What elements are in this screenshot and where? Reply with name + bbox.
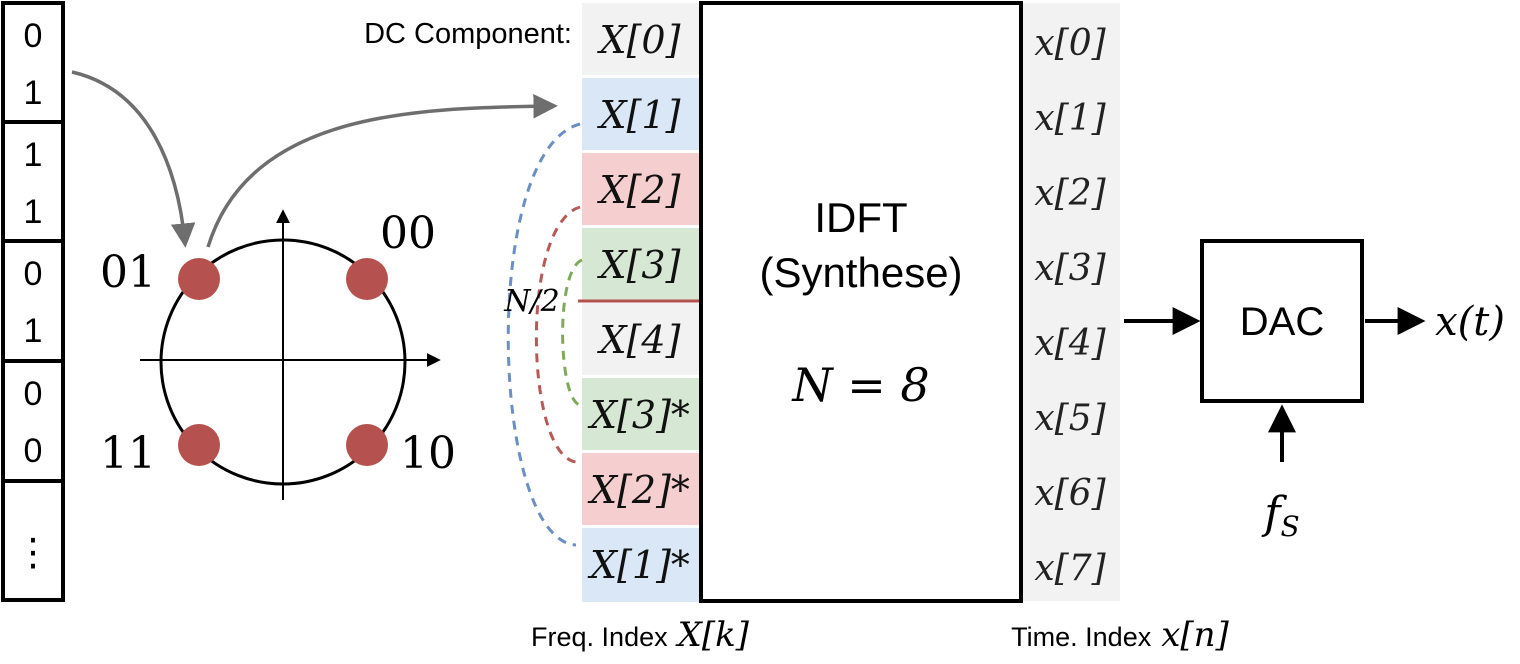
bin-label: X[2] [597,168,681,212]
point-label: 01 [100,247,156,298]
bit-digit: 1 [24,193,43,231]
constellation-point [346,424,388,466]
time-sample-column [1023,3,1120,601]
conjugate-pair-1-link [506,122,581,547]
constellation-point [178,424,220,466]
freq-bin [582,153,699,225]
point-label: 10 [400,428,456,479]
bit-digit: 1 [24,136,43,174]
time-sample-label: x[3] [1034,248,1106,289]
freq-bin [582,453,699,525]
conjugate-pair-3-link [561,258,583,407]
bit-ellipsis: ⋮ [14,532,52,574]
dac-label: DAC [1240,300,1324,344]
dc-component-label: DC Component: [364,18,572,50]
dac-stage: DAC x(t) fS [1124,239,1505,543]
idft-size-param: N = 8 [791,358,929,412]
freq-bin [582,528,699,602]
idft-subtitle: (Synthese) [759,249,962,296]
point-label: 11 [100,428,156,479]
symbol-to-bin-arrow [206,94,558,248]
sampling-rate-label: fS [1261,488,1299,543]
time-sample-label: x[7] [1034,548,1106,589]
time-sample-label: x[2] [1034,173,1106,214]
dac-box [1200,239,1364,403]
conjugate-pair-2-link [534,205,581,464]
constellation-point [346,258,388,300]
bit-digit: 1 [24,312,43,350]
qpsk-constellation: 00 01 11 10 [100,208,456,500]
bit-digit: 0 [24,432,43,470]
time-axis-caption: Time. Index x[n] [1011,615,1229,655]
freq-bin [582,228,699,300]
bit-stream: 0 1 1 1 0 1 0 0 ⋮ [1,1,65,602]
svg-text:Freq. Index X[k]: Freq. Index X[k] [531,615,750,655]
freq-bin [582,303,699,375]
bin-label: X[0] [597,18,681,62]
svg-text:Time. Index x[n]: Time. Index x[n] [1011,615,1229,655]
freq-caption-text: Freq. Index [531,622,668,652]
bin-label: X[4] [597,318,681,362]
freq-bin [582,78,699,150]
frequency-bins: X[0] X[1] X[2] X[3] X[4] X[3]* X[2]* X[1… [364,3,750,655]
idft-box [699,1,1023,603]
idft-title: IDFT [814,194,907,241]
freq-bin [582,3,699,75]
time-caption-symbol: x[n] [1161,615,1229,655]
bin-label: X[3]* [587,393,690,437]
time-sample-label: x[0] [1034,23,1106,64]
n-half-label: N/2 [503,284,559,319]
time-sample-label: x[5] [1034,398,1106,439]
analog-output-label: x(t) [1435,299,1505,345]
unit-circle [159,238,407,486]
time-sample-label: x[4] [1034,323,1106,364]
freq-axis-caption: Freq. Index X[k] [531,615,750,655]
time-sample-label: x[6] [1034,473,1106,514]
bin-label: X[2]* [587,468,690,512]
freq-bin [582,378,699,450]
bin-label: X[3] [597,243,681,287]
constellation-point [178,258,220,300]
bin-label: X[1] [597,93,681,137]
bit-digit: 0 [24,17,43,55]
bit-digit: 0 [24,255,43,293]
bit-stream-frame [1,1,65,602]
bits-to-symbol-arrow [71,70,196,248]
point-label: 00 [380,208,436,259]
idft-block: IDFT (Synthese) N = 8 [699,1,1023,603]
bit-digit: 1 [24,74,43,112]
time-samples: x[0] x[1] x[2] x[3] x[4] x[5] x[6] x[7] … [1011,3,1230,655]
time-caption-text: Time. Index [1011,622,1152,652]
bin-label: X[1]* [587,543,690,587]
time-sample-label: x[1] [1034,98,1106,139]
freq-caption-symbol: X[k] [675,615,750,655]
bit-digit: 0 [24,375,43,413]
